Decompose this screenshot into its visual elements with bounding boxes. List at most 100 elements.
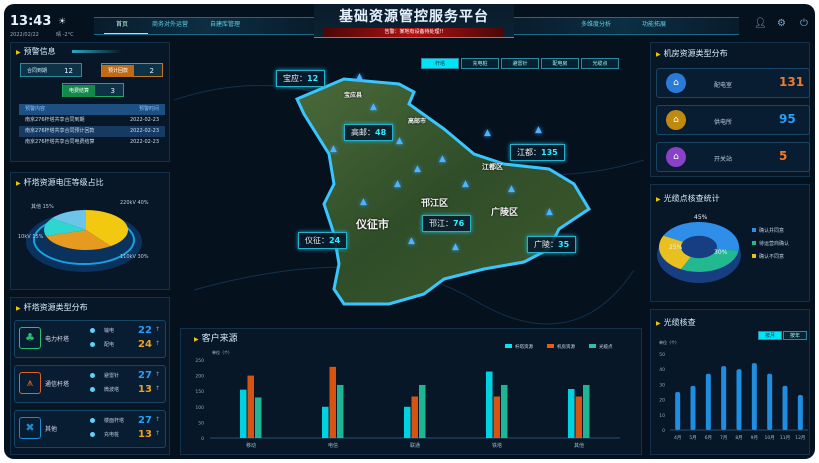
room-label: 配电室 — [714, 82, 733, 89]
fiber-stats-title: 光缆点核查统计 — [656, 193, 720, 204]
bar-联通-光缆点 — [419, 384, 426, 438]
label-name: 江都 — [517, 148, 533, 157]
legend-swatch — [752, 228, 756, 232]
bar-4月 — [675, 392, 681, 430]
tower-pin-icon[interactable]: ▲ — [330, 144, 337, 154]
map-label-gaoyou[interactable]: 高邮：48 — [344, 124, 394, 141]
room-value: 5 — [779, 149, 788, 163]
tower-item-value: 22 — [138, 325, 152, 336]
power-icon[interactable]: ⏻ — [800, 18, 808, 29]
tower-item-value: 13 — [138, 384, 152, 395]
weather-text: 晴 -2°C — [56, 32, 74, 38]
tower-group-card[interactable] — [14, 365, 166, 403]
pie-label-10kv: 10kV 15% — [18, 234, 44, 240]
badge-value: 2 — [149, 67, 154, 75]
x-tick-label: 9月 — [751, 435, 758, 441]
tower-pin-icon[interactable]: ▲ — [370, 102, 377, 112]
bar-移动-机房资源 — [247, 375, 254, 438]
tower-pin-icon[interactable]: ▲ — [414, 164, 421, 174]
legend-swatch — [752, 254, 756, 258]
nav-tab-library[interactable]: 自建库管理 — [210, 21, 241, 28]
nav-tab-home[interactable]: 首页 — [116, 21, 129, 28]
fiber-donut-chart — [657, 222, 741, 283]
legend-swatch — [752, 241, 756, 245]
arrow-up-icon: ↑ — [155, 430, 161, 437]
warning-title: 预警信息 — [16, 46, 56, 57]
nav-tab-business[interactable]: 商务对外运营 — [152, 21, 189, 28]
map-label-guangling[interactable]: 广陵：35 — [527, 236, 577, 253]
nav-tab-analysis[interactable]: 多维度分析 — [581, 21, 612, 28]
tower-pin-icon[interactable]: ▲ — [360, 197, 367, 207]
x-tick-label: 其他 — [574, 442, 584, 449]
yearly-button[interactable]: 按年 — [783, 331, 807, 340]
tower-pin-icon[interactable]: ▲ — [356, 72, 363, 82]
bar-其他-光缆点 — [583, 384, 590, 438]
tower-group-card[interactable] — [14, 320, 166, 358]
tower-pin-icon[interactable]: ▲ — [462, 179, 469, 189]
x-tick-label: 6月 — [705, 435, 712, 441]
col-content: 预警内容 — [25, 106, 46, 112]
nav-tab-extension[interactable]: 功能拓展 — [642, 21, 667, 28]
table-row[interactable]: 南京276杆塔共享合同电费结算 2022-02-23 — [19, 137, 165, 148]
map-region — [294, 77, 592, 306]
tower-pin-icon[interactable]: ▲ — [535, 125, 542, 135]
row-time: 2022-02-23 — [129, 139, 159, 145]
map-label-jiangdu[interactable]: 江都：135 — [510, 144, 565, 161]
tower-pin-icon[interactable]: ▲ — [546, 207, 553, 217]
x-tick-label: 5月 — [689, 435, 696, 441]
clock: 13:43 — [10, 14, 52, 29]
x-tick-label: 移动 — [246, 442, 256, 449]
map-tab-lightning[interactable]: 避雷针 — [501, 58, 539, 69]
tower-pin-icon[interactable]: ▲ — [508, 184, 515, 194]
fiber-check-title: 光缆核查 — [656, 317, 696, 328]
map-label-yizheng[interactable]: 仪征：24 — [298, 232, 348, 249]
tower-item-value: 13 — [138, 429, 152, 440]
alert-banner[interactable]: 告警：某地有设备待处理!! — [324, 28, 504, 37]
table-row[interactable]: 南京276杆塔共享合同到期 2022-02-23 — [19, 115, 165, 126]
user-icon[interactable]: 👤︎ — [754, 18, 767, 29]
row-content: 南京276杆塔共享合同到期 — [25, 117, 85, 123]
badge-payment[interactable]: 预计回款 2 — [101, 63, 163, 77]
tower-pin-icon[interactable]: ▲ — [452, 242, 459, 252]
district-jiangdu: 江都区 — [482, 163, 503, 171]
label-name: 邗江 — [429, 219, 445, 228]
tower-pin-icon[interactable]: ▲ — [439, 154, 446, 164]
donut-pct-25: 25% — [669, 244, 683, 251]
power-tower-icon: ♣ — [19, 327, 41, 349]
bar-9月 — [751, 363, 757, 430]
tower-pin-icon[interactable]: ▲ — [408, 236, 415, 246]
arrow-up-icon: ↑ — [155, 371, 161, 378]
tower-pin-icon[interactable]: ▲ — [484, 128, 491, 138]
table-row[interactable]: 南京276杆塔共享合同预计回款 2022-02-23 — [19, 126, 165, 137]
nav-active-underline — [104, 33, 148, 34]
map-tab-charging[interactable]: 充电桩 — [461, 58, 499, 69]
tower-item-label: 配电 — [104, 342, 115, 348]
tower-pin-icon[interactable]: ▲ — [394, 179, 401, 189]
tower-group-card[interactable] — [14, 410, 166, 448]
tower-item-label: 楼面杆塔 — [104, 418, 125, 424]
map-background — [174, 77, 644, 325]
map-tab-fiber[interactable]: 光缆点 — [581, 58, 619, 69]
pie-label-110kv: 110kV 30% — [120, 254, 149, 260]
badge-label: 预计回款 — [102, 65, 135, 77]
map-tab-tower[interactable]: 杆塔 — [421, 58, 459, 69]
bullet-dot — [90, 387, 95, 392]
settings-icon[interactable]: ⚙ — [777, 18, 786, 29]
map-tab-distribution[interactable]: 配电房 — [541, 58, 579, 69]
y-tick-label: 0 — [201, 436, 204, 442]
map-label-baoying[interactable]: 宝应：12 — [276, 70, 326, 87]
legend-label: 确认并同意 — [759, 228, 785, 234]
donut-legend-item: 确认并同意 — [752, 227, 784, 234]
badge-electricity[interactable]: 电费结算 3 — [62, 83, 124, 97]
map-label-hanjiang[interactable]: 邗江：76 — [422, 215, 472, 232]
tower-pin-icon[interactable]: ▲ — [396, 136, 403, 146]
bar-联通-杆塔资源 — [404, 406, 411, 438]
label-name: 宝应 — [283, 74, 299, 83]
badge-contract-expiry[interactable]: 合同到期 12 — [20, 63, 82, 77]
bar-11月 — [782, 385, 788, 430]
date: 2022/02/22 — [10, 32, 39, 38]
row-content: 南京276杆塔共享合同电费结算 — [25, 139, 95, 145]
y-tick-label: 250 — [195, 358, 204, 364]
label-value: 76 — [453, 219, 465, 228]
monthly-button[interactable]: 按月 — [758, 331, 782, 340]
